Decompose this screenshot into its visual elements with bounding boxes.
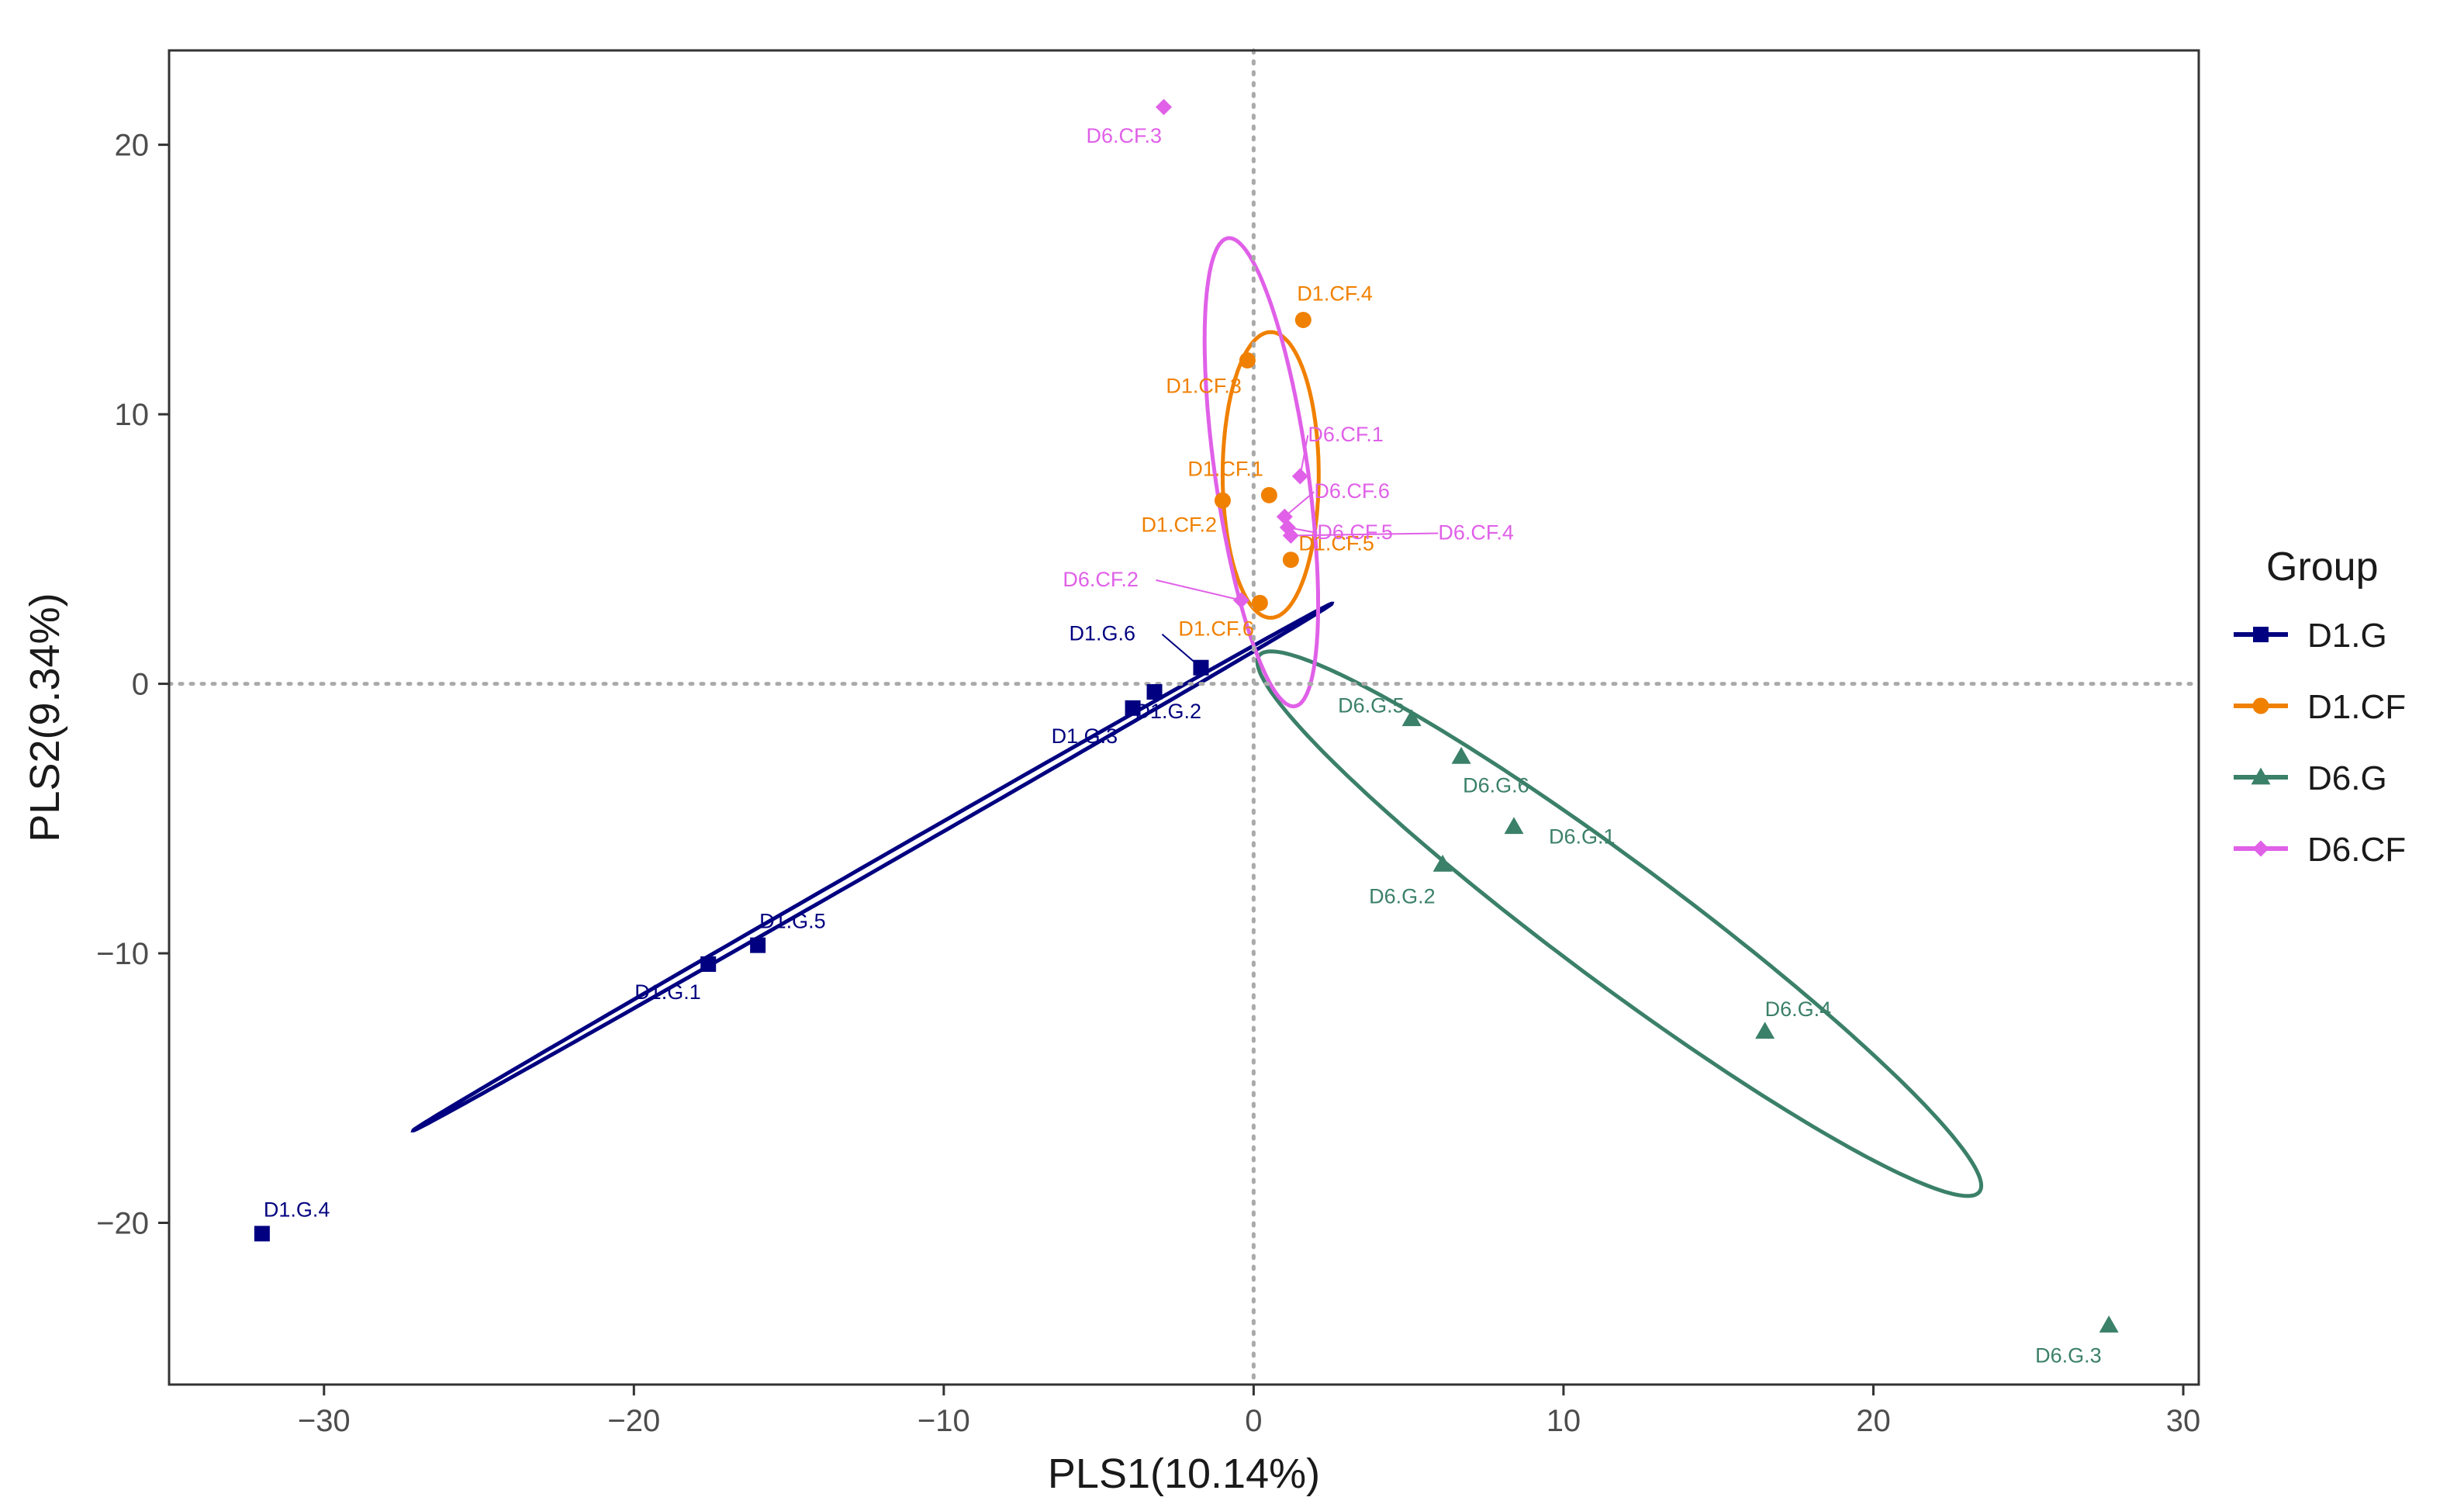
label-d1-g-4: D1.G.4 [264,1198,330,1221]
label-d1-cf-2: D1.CF.2 [1141,513,1217,536]
reference-lines [167,48,2201,1387]
x-tick-label: 10 [1546,1404,1581,1438]
y-axis-title: PLS2(9.34%) [22,593,68,842]
y-tick-label: 20 [115,129,150,163]
point-d1-g-3 [1125,700,1141,716]
y-tick-label: −10 [96,937,149,971]
point-d1-g-2 [1146,683,1163,700]
point-d1-cf-2 [1214,492,1231,509]
data-points [254,99,2119,1333]
label-d1-cf-6: D1.CF.6 [1178,617,1254,640]
ellipse-d1-cf [1220,330,1321,620]
point-d6-g-3 [2099,1316,2119,1333]
y-tick-label: −20 [96,1207,149,1241]
point-d1-g-1 [700,956,717,972]
x-tick-label: −30 [298,1404,351,1438]
point-d6-g-6 [1451,746,1471,764]
point-labels: D1.G.1 D1.G.2 D1.G.3 D1.G.4 D1.G.5 D1.G.6 D1.C… [264,124,2102,1368]
legend-label-d6-cf: D6.CF [2307,831,2406,869]
x-tick-label: −20 [607,1404,660,1438]
point-d1-cf-3 [1239,352,1256,369]
point-d1-cf-1 [1260,486,1277,503]
label-d6-cf-5: D6.CF.5 [1317,520,1393,544]
label-d1-cf-3: D1.CF.3 [1166,375,1242,398]
point-d6-g-5 [1401,709,1422,727]
point-d6-g-1 [1504,817,1524,835]
x-tick-label: 0 [1245,1404,1262,1438]
legend-title: Group [2266,545,2379,590]
label-d6-g-3: D6.G.3 [2035,1344,2102,1368]
leader-line-d6-cf-5 [1287,527,1318,534]
legend: Group D1.G D1.CF D6.G D6.CF [2234,545,2406,869]
x-tick-label: −10 [918,1404,970,1438]
label-d1-g-3: D1.G.3 [1052,724,1118,748]
legend-label-d1-cf: D1.CF [2307,688,2406,726]
label-d6-cf-1: D6.CF.1 [1308,423,1384,446]
point-d1-g-5 [750,937,766,953]
label-d6-cf-2: D6.CF.2 [1063,568,1139,591]
point-d1-cf-5 [1282,551,1299,569]
y-tick-label: 10 [115,398,150,432]
leader-line-d6-cf-2 [1156,579,1242,601]
legend-marker-d6-cf [2252,840,2269,857]
label-d1-g-5: D1.G.5 [759,910,826,933]
leader-line-d6-cf-6 [1284,491,1315,517]
legend-marker-d1-cf [2252,697,2269,714]
legend-marker-d6-g [2251,767,2271,785]
leader-line-d6-cf-1 [1299,434,1309,477]
ellipse-d6-cf [1202,236,1321,709]
ellipse-d6-g [1255,649,1983,1198]
axis-ticks: −30 −20 −10 0 10 20 30 −20 −10 0 10 20 [96,129,2200,1438]
label-d6-g-2: D6.G.2 [1369,884,1436,908]
legend-label-d1-g: D1.G [2307,617,2387,655]
label-d6-g-5: D6.G.5 [1338,694,1405,717]
point-d1-g-4 [254,1226,270,1242]
label-d6-cf-4: D6.CF.4 [1438,520,1514,544]
point-d6-g-2 [1432,854,1453,872]
label-d6-cf-6: D6.CF.6 [1314,479,1390,503]
label-d1-g-2: D1.G.2 [1135,700,1202,723]
leader-line-d6-cf-4 [1291,532,1439,537]
label-d6-g-1: D6.G.1 [1549,825,1616,849]
x-tick-label: 20 [1856,1404,1891,1438]
x-axis-title: PLS1(10.14%) [1048,1450,1320,1497]
y-tick-label: 0 [132,668,149,702]
point-d1-cf-4 [1294,311,1311,328]
confidence-ellipses [410,236,1983,1198]
ellipse-d1-g [410,601,1335,1132]
label-d6-g-6: D6.G.6 [1463,773,1529,797]
label-d6-cf-3: D6.CF.3 [1087,124,1163,147]
label-d1-cf-4: D1.CF.4 [1297,282,1373,305]
legend-marker-d1-g [2253,627,2269,642]
label-d1-g-6: D1.G.6 [1069,622,1135,645]
x-tick-label: 30 [2166,1404,2201,1438]
leader-line-d1-g-6 [1161,633,1202,669]
point-d6-cf-3 [1156,99,1173,116]
point-d1-cf-6 [1251,594,1268,611]
label-d1-g-1: D1.G.1 [634,980,701,1004]
point-d6-g-4 [1755,1022,1775,1039]
label-d1-cf-1: D1.CF.1 [1187,457,1263,480]
plot-panel-border [168,49,2200,1386]
legend-label-d6-g: D6.G [2307,759,2387,797]
label-d6-g-4: D6.G.4 [1765,998,1832,1021]
